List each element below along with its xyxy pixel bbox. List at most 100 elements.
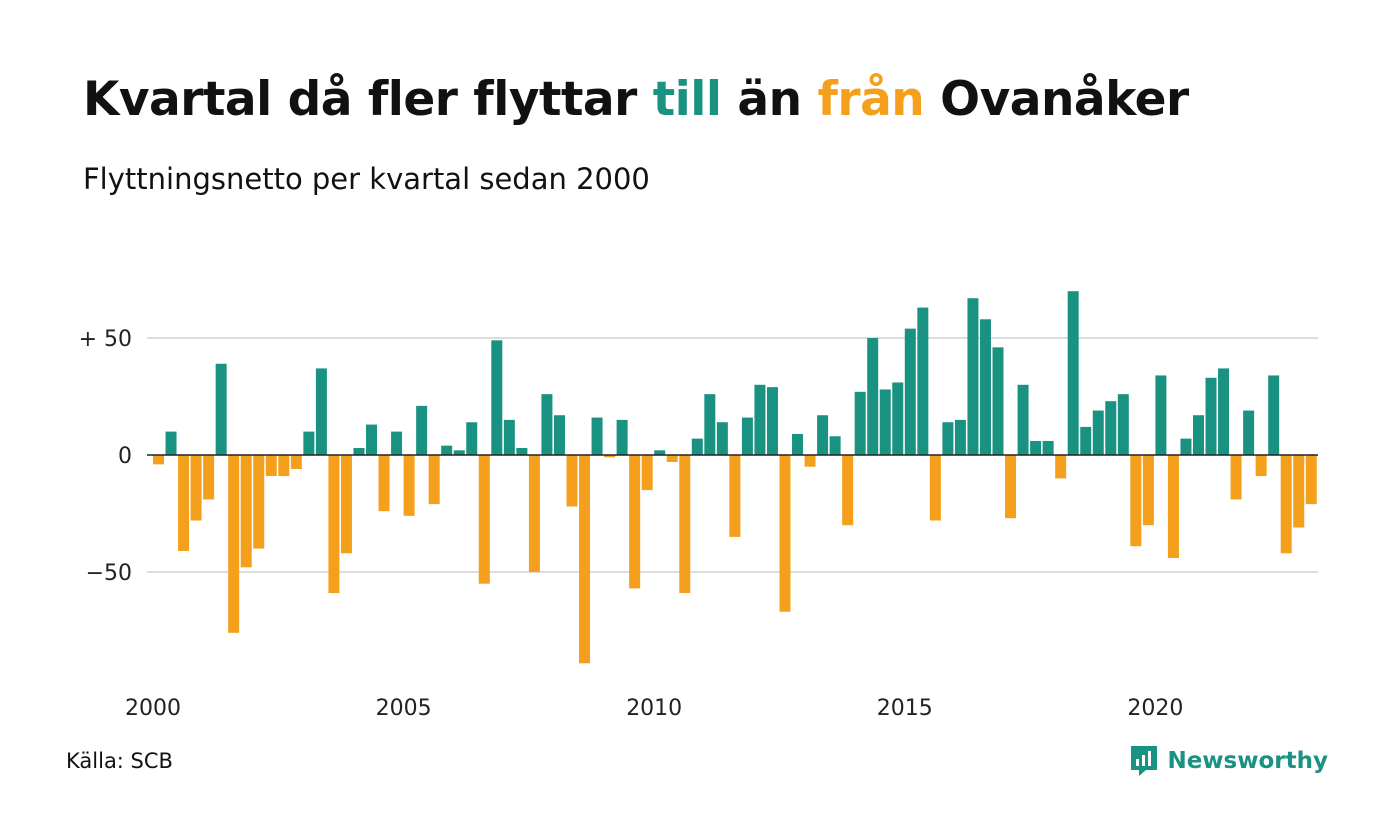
bar [1092,410,1104,455]
bar [579,455,591,664]
bar [629,455,641,589]
bar [165,431,177,455]
y-tick-label: + 50 [79,327,132,352]
bar [466,422,478,455]
title-positive-word: till [652,72,722,127]
bar [854,391,866,455]
bar [315,368,327,455]
bar [178,455,190,551]
x-tick-label: 2010 [626,696,682,721]
y-tick-label: −50 [86,561,132,586]
bar [641,455,653,491]
bar [566,455,578,507]
bar [503,419,515,455]
bar [153,455,164,465]
bar [1055,455,1067,479]
bar [904,328,916,455]
bar [817,415,829,455]
bar [604,455,616,458]
bar [265,455,277,477]
bar [328,455,340,594]
bar [441,445,453,455]
bar [478,455,490,584]
bar [679,455,691,594]
bar [654,450,666,455]
bar [1243,410,1255,455]
bar [1080,426,1092,455]
brand-logo[interactable]: Newsworthy [1129,744,1328,778]
bar [967,298,979,455]
bar [829,436,841,455]
bar [1142,455,1154,526]
bar [391,431,403,455]
bar [729,455,741,537]
bar [954,419,966,455]
bar [1155,375,1167,455]
bar [929,455,941,521]
bar [290,455,302,470]
bar [754,384,766,455]
x-tick-label: 2015 [877,696,933,721]
bar [942,422,954,455]
bar [228,455,240,633]
bar [403,455,415,516]
bar [541,394,553,455]
bar [428,455,440,505]
x-axis-labels: 2000 2005 2010 2015 2020 [125,696,1183,721]
bar [804,455,816,467]
grid-lines [147,337,1318,573]
bar [1218,368,1230,455]
bar [917,307,929,455]
x-tick-label: 2005 [376,696,432,721]
bar [766,387,778,455]
x-tick-label: 2020 [1127,696,1183,721]
y-axis-labels: + 50 0 −50 [79,327,132,586]
bar [1030,440,1042,455]
bar [528,455,540,572]
bar [1280,455,1292,554]
bar [278,455,290,477]
bar [215,363,227,455]
bar [516,447,528,455]
bar [666,455,678,463]
bar [1130,455,1142,547]
bar [1167,455,1179,558]
bar [240,455,252,568]
bar [1105,401,1117,455]
bars [153,291,1317,664]
bar [892,382,904,455]
bar [779,455,791,612]
bar [1067,291,1079,455]
bar [366,424,378,455]
bar [1293,455,1305,528]
bar [691,438,703,455]
bar [491,340,503,455]
x-tick-label: 2000 [125,696,181,721]
bar [704,394,716,455]
brand-name: Newsworthy [1167,748,1328,774]
title-negative-word: från [817,72,925,127]
bar [416,405,428,455]
bar [792,433,804,455]
bar [453,450,465,455]
bar [842,455,854,526]
bar [867,338,879,455]
bar [353,447,365,455]
bar [1180,438,1192,455]
bar [992,347,1004,455]
bar [1017,384,1029,455]
bar [879,389,891,455]
bar [1192,415,1204,455]
bar [1042,440,1054,455]
bar [253,455,265,549]
y-tick-label: 0 [118,444,132,469]
bar [1268,375,1280,455]
bar [1255,455,1267,477]
bar [741,417,753,455]
chart-subtitle: Flyttningsnetto per kvartal sedan 2000 [83,162,650,196]
source-note: Källa: SCB [66,749,173,773]
chart-title: Kvartal då fler flyttar till än från Ova… [83,72,1189,127]
bar [1230,455,1242,500]
bar [1305,455,1317,505]
bar [340,455,352,554]
